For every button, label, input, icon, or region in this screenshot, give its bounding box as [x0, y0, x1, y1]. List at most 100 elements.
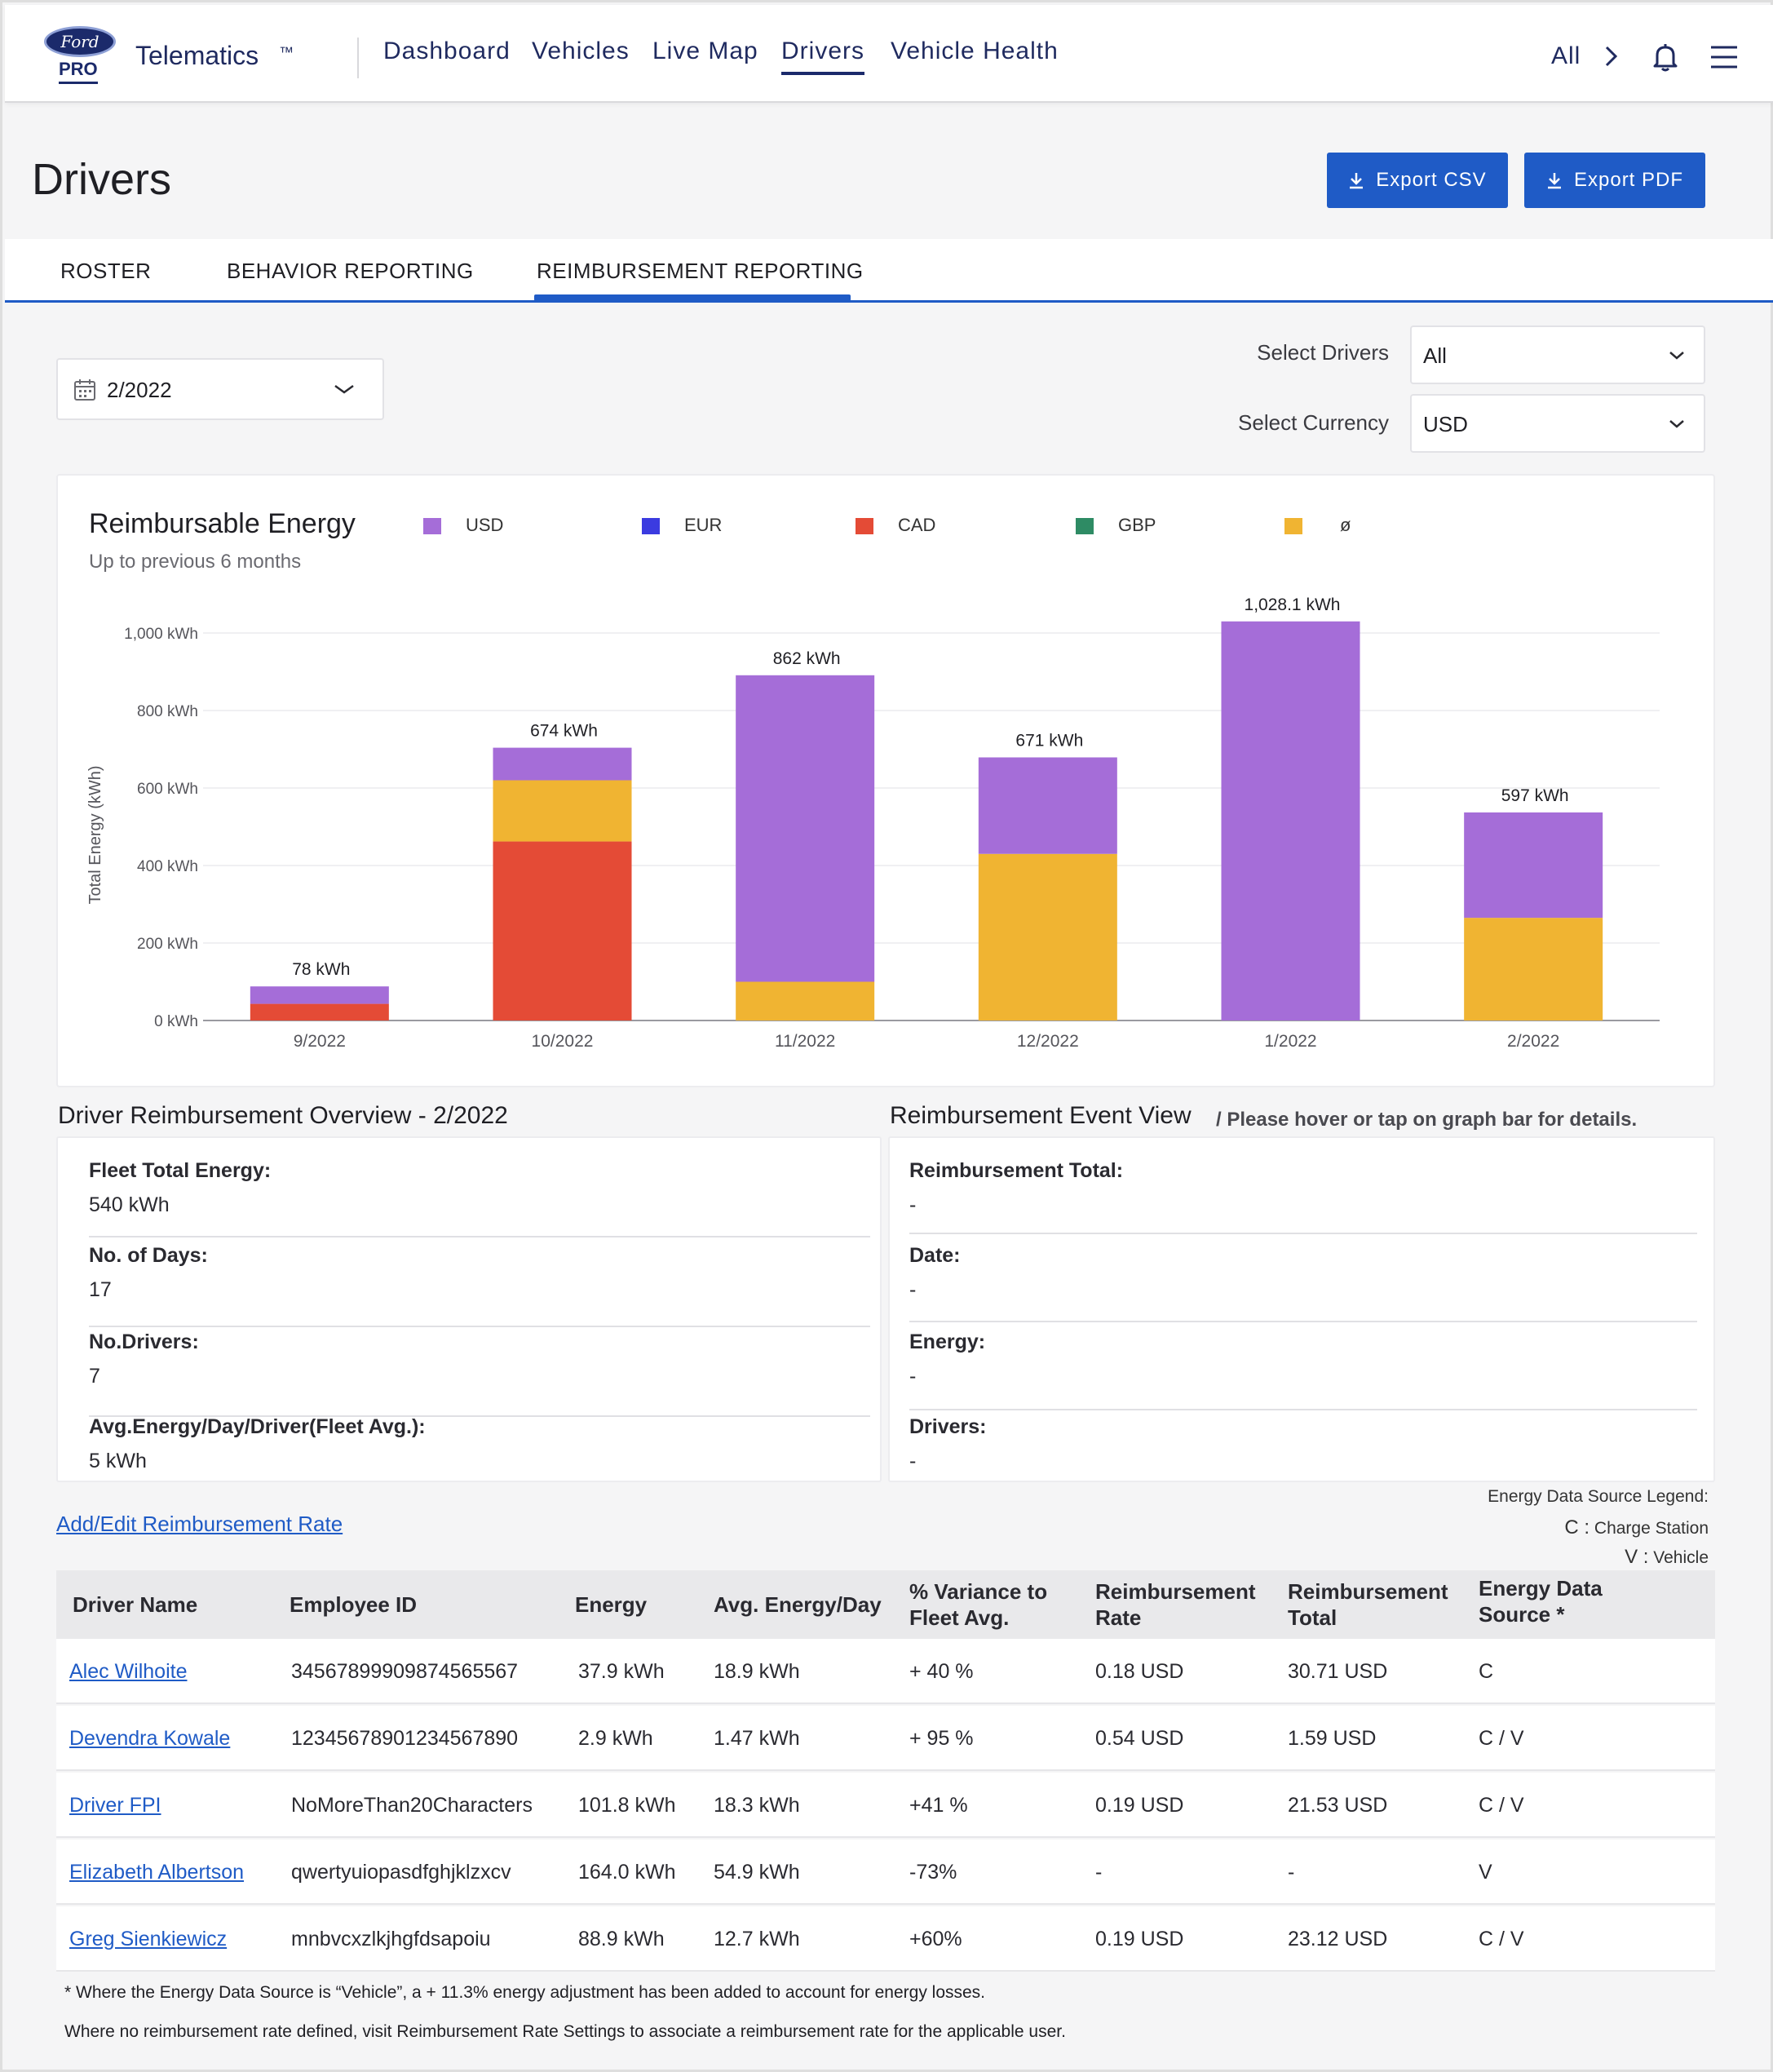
- bar-segment[interactable]: [978, 757, 1117, 854]
- employee-id: NoMoreThan20Characters: [291, 1794, 533, 1817]
- month-picker[interactable]: 2/2022: [56, 358, 384, 420]
- event-view-hint: / Please hover or tap on graph bar for d…: [1216, 1109, 1638, 1131]
- bar-segment[interactable]: [736, 981, 875, 1021]
- avg-energy-day: 18.3 kWh: [714, 1794, 800, 1817]
- table-row: Greg Sienkiewicz mnbvcxzlkjhgfdsapoiu 88.9…: [56, 1906, 1715, 1972]
- select-drivers-dropdown[interactable]: All: [1410, 325, 1705, 384]
- legend-key-c: C :: [1564, 1516, 1590, 1539]
- nav-dashboard[interactable]: Dashboard: [383, 38, 511, 64]
- reimbursement-rate: 0.19 USD: [1095, 1928, 1184, 1950]
- event-drivers-value: -: [909, 1450, 917, 1472]
- bar-segment[interactable]: [493, 780, 632, 842]
- reimbursement-total-value: -: [909, 1193, 917, 1216]
- energy: 101.8 kWh: [578, 1794, 676, 1817]
- tab-behavior-reporting[interactable]: BEHAVIOR REPORTING: [227, 259, 474, 283]
- col-energy[interactable]: Energy: [575, 1592, 648, 1617]
- bar-segment[interactable]: [1221, 621, 1360, 1021]
- avg-energy-value: 5 kWh: [89, 1450, 147, 1472]
- event-date-value: -: [909, 1278, 917, 1301]
- legend-swatch-cad: [856, 518, 873, 534]
- col-employee-id[interactable]: Employee ID: [290, 1592, 418, 1617]
- legend-value-v: Vehicle: [1653, 1548, 1709, 1567]
- pro-logo-text: PRO: [59, 59, 98, 84]
- export-pdf-label: Export PDF: [1573, 169, 1684, 191]
- ford-pro-logo[interactable]: Ford PRO: [44, 26, 117, 88]
- energy-data-source: C: [1479, 1660, 1494, 1683]
- col-driver-name[interactable]: Driver Name: [73, 1592, 198, 1617]
- top-nav: Ford PRO Telematics ™ Dashboard Vehicles…: [5, 5, 1773, 103]
- avg-energy-day: 1.47 kWh: [714, 1727, 800, 1750]
- export-pdf-button[interactable]: Export PDF: [1524, 153, 1705, 208]
- divider: [909, 1409, 1697, 1410]
- brand-name: Telematics: [135, 41, 259, 70]
- ford-oval-logo: Ford: [44, 26, 116, 57]
- legend-swatch-usd: [423, 518, 441, 534]
- table-row: Driver FPI NoMoreThan20Characters 101.8 kW…: [56, 1773, 1715, 1838]
- energy-data-source: C / V: [1479, 1727, 1524, 1750]
- download-icon: [1350, 173, 1364, 189]
- download-icon: [1547, 173, 1561, 189]
- legend-key-v: V :: [1625, 1546, 1649, 1568]
- col-variance[interactable]: % Variance to Fleet Avg.: [909, 1579, 1048, 1630]
- col-reimbursement-total[interactable]: Reimbursement Total: [1288, 1579, 1448, 1630]
- bar-segment[interactable]: [493, 841, 632, 1021]
- drivers-count-label: No.Drivers:: [89, 1330, 199, 1353]
- bar-segment[interactable]: [1464, 918, 1603, 1021]
- employee-id: mnbvcxzlkjhgfdsapoiu: [291, 1928, 491, 1950]
- overview-title: Driver Reimbursement Overview - 2/2022: [58, 1102, 508, 1129]
- chevron-down-icon: [1669, 352, 1684, 360]
- export-csv-button[interactable]: Export CSV: [1327, 153, 1508, 208]
- select-currency-dropdown[interactable]: USD: [1410, 394, 1705, 453]
- export-csv-label: Export CSV: [1376, 169, 1487, 191]
- driver-name-link[interactable]: Alec Wilhoite: [69, 1660, 188, 1683]
- chart-title: Reimbursable Energy: [89, 508, 356, 539]
- hamburger-menu-icon[interactable]: [1709, 44, 1739, 70]
- driver-name-link[interactable]: Driver FPI: [69, 1794, 161, 1817]
- col-avg-energy-day[interactable]: Avg. Energy/Day: [714, 1592, 882, 1617]
- days-label: No. of Days:: [89, 1244, 208, 1267]
- bell-icon[interactable]: [1649, 41, 1682, 73]
- y-tick-label: 1,000 kWh: [124, 626, 198, 643]
- driver-name-link[interactable]: Greg Sienkiewicz: [69, 1928, 228, 1950]
- reimbursement-rate: -: [1095, 1861, 1103, 1884]
- bar-segment[interactable]: [493, 747, 632, 781]
- energy-data-source: C / V: [1479, 1928, 1524, 1950]
- x-tick-label: 12/2022: [1017, 1032, 1079, 1051]
- bar-segment[interactable]: [250, 1003, 389, 1021]
- table-row: Alec Wilhoite 34567899909874565567 37.9 kW…: [56, 1639, 1715, 1704]
- chevron-right-icon[interactable]: [1598, 44, 1623, 69]
- avg-energy-day: 12.7 kWh: [714, 1928, 800, 1950]
- y-axis-title: Total Energy (kWh): [86, 765, 104, 904]
- col-reimbursement-rate[interactable]: Reimbursement Rate: [1095, 1579, 1256, 1630]
- driver-name-link[interactable]: Devendra Kowale: [69, 1727, 231, 1750]
- nav-live-map[interactable]: Live Map: [652, 38, 758, 64]
- tab-roster[interactable]: ROSTER: [60, 259, 152, 283]
- y-tick-label: 800 kWh: [137, 703, 198, 720]
- add-edit-reimbursement-rate-link[interactable]: Add/Edit Reimbursement Rate: [56, 1512, 343, 1536]
- tab-reimbursement-reporting[interactable]: REIMBURSEMENT REPORTING: [537, 259, 864, 283]
- active-tab-indicator: [534, 294, 851, 301]
- divider: [89, 1326, 870, 1327]
- energy-source-legend-c: C : Charge Station: [1564, 1516, 1709, 1539]
- nav-vehicle-health[interactable]: Vehicle Health: [891, 38, 1059, 64]
- energy-source-legend-title: Energy Data Source Legend:: [1488, 1487, 1709, 1506]
- reimbursable-energy-chart[interactable]: 0 kWh 200 kWh 400 kWh 600 kWh 800 kWh 1,000 k…: [56, 474, 1715, 1087]
- energy-source-legend-v: V : Vehicle: [1625, 1546, 1709, 1569]
- bar-segment[interactable]: [978, 853, 1117, 1021]
- fleet-energy-value: 540 kWh: [89, 1193, 170, 1216]
- employee-id: 34567899909874565567: [291, 1660, 519, 1683]
- x-tick-label: 10/2022: [532, 1032, 594, 1051]
- bar-segment[interactable]: [250, 986, 389, 1004]
- driver-name-link[interactable]: Elizabeth Albertson: [69, 1861, 245, 1884]
- fleet-energy-label: Fleet Total Energy:: [89, 1159, 272, 1182]
- variance: -73%: [909, 1861, 957, 1884]
- chevron-down-icon: [1669, 420, 1684, 428]
- nav-drivers[interactable]: Drivers: [781, 38, 864, 75]
- x-tick-label: 1/2022: [1264, 1032, 1316, 1051]
- nav-vehicles[interactable]: Vehicles: [532, 38, 630, 64]
- drivers-count-value: 7: [89, 1365, 100, 1388]
- bar-segment[interactable]: [736, 675, 875, 982]
- col-energy-data-source[interactable]: Energy Data Source *: [1479, 1576, 1603, 1627]
- bar-segment[interactable]: [1464, 812, 1603, 919]
- all-selector[interactable]: All: [1551, 42, 1581, 69]
